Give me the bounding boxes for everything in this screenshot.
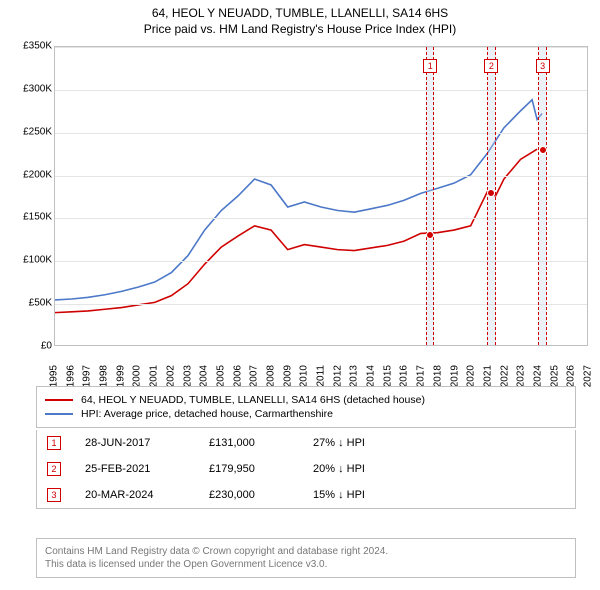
x-tick-label: 1997	[82, 365, 93, 387]
chart: £0£50K£100K£150K£200K£250K£300K£350K 123…	[12, 46, 588, 376]
series-hpi	[55, 100, 542, 300]
x-tick-label: 2000	[132, 365, 143, 387]
legend: 64, HEOL Y NEUADD, TUMBLE, LLANELLI, SA1…	[36, 386, 576, 428]
x-tick-label: 2014	[366, 365, 377, 387]
x-tick-label: 2026	[566, 365, 577, 387]
x-tick-label: 2022	[499, 365, 510, 387]
legend-label-property: 64, HEOL Y NEUADD, TUMBLE, LLANELLI, SA1…	[81, 394, 425, 406]
x-tick-label: 2016	[399, 365, 410, 387]
event-delta: 27% ↓ HPI	[313, 437, 565, 449]
event-marker-icon: 3	[536, 59, 550, 73]
footer: Contains HM Land Registry data © Crown c…	[36, 538, 576, 578]
x-tick-label: 2001	[149, 365, 160, 387]
event-row: 1 28-JUN-2017 £131,000 27% ↓ HPI	[37, 430, 575, 456]
x-tick-label: 2021	[482, 365, 493, 387]
legend-row-property: 64, HEOL Y NEUADD, TUMBLE, LLANELLI, SA1…	[45, 393, 567, 407]
legend-label-hpi: HPI: Average price, detached house, Carm…	[81, 408, 333, 420]
x-tick-label: 2024	[532, 365, 543, 387]
plot-area: 1 2 3	[54, 46, 588, 346]
title-address: 64, HEOL Y NEUADD, TUMBLE, LLANELLI, SA1…	[0, 6, 600, 22]
x-tick-label: 2003	[182, 365, 193, 387]
event-date: 20-MAR-2024	[85, 489, 185, 501]
x-tick-label: 2008	[265, 365, 276, 387]
event-delta: 20% ↓ HPI	[313, 463, 565, 475]
event-marker-iccan: 2	[47, 462, 61, 476]
x-tick-label: 2023	[516, 365, 527, 387]
x-tick-label: 2020	[466, 365, 477, 387]
event-table: 1 28-JUN-2017 £131,000 27% ↓ HPI 2 25-FE…	[36, 430, 576, 509]
sale-point-icon	[426, 231, 434, 239]
x-tick-label: 2010	[299, 365, 310, 387]
y-tick-label: £200K	[12, 169, 52, 180]
event-marker-icon: 1	[47, 436, 61, 450]
event-price: £131,000	[209, 437, 289, 449]
event-marker-icon: 1	[423, 59, 437, 73]
x-tick-label: 1999	[115, 365, 126, 387]
footer-line2: This data is licensed under the Open Gov…	[45, 558, 567, 571]
event-marker-icon: 3	[47, 488, 61, 502]
event-marker-icon: 2	[484, 59, 498, 73]
x-tick-label: 2009	[282, 365, 293, 387]
y-tick-label: £150K	[12, 212, 52, 223]
event-price: £230,000	[209, 489, 289, 501]
x-tick-label: 1996	[65, 365, 76, 387]
title-subtitle: Price paid vs. HM Land Registry's House …	[0, 22, 600, 38]
y-tick-label: £0	[12, 341, 52, 352]
x-tick-label: 2006	[232, 365, 243, 387]
x-tick-label: 2018	[432, 365, 443, 387]
page-root: 64, HEOL Y NEUADD, TUMBLE, LLANELLI, SA1…	[0, 0, 600, 590]
event-row: 3 20-MAR-2024 £230,000 15% ↓ HPI	[37, 482, 575, 508]
x-tick-label: 2005	[215, 365, 226, 387]
x-tick-label: 1998	[99, 365, 110, 387]
sale-point-icon	[487, 189, 495, 197]
x-tick-label: 2017	[416, 365, 427, 387]
title-block: 64, HEOL Y NEUADD, TUMBLE, LLANELLI, SA1…	[0, 0, 600, 37]
legend-row-hpi: HPI: Average price, detached house, Carm…	[45, 407, 567, 421]
x-tick-label: 2015	[382, 365, 393, 387]
y-tick-label: £250K	[12, 126, 52, 137]
y-tick-label: £100K	[12, 255, 52, 266]
event-row: 2 25-FEB-2021 £179,950 20% ↓ HPI	[37, 456, 575, 482]
event-date: 28-JUN-2017	[85, 437, 185, 449]
line-series	[55, 47, 587, 345]
event-band	[538, 47, 546, 345]
x-tick-label: 2013	[349, 365, 360, 387]
event-delta: 15% ↓ HPI	[313, 489, 565, 501]
x-tick-label: 2012	[332, 365, 343, 387]
x-tick-label: 2025	[549, 365, 560, 387]
legend-swatch-hpi	[45, 413, 73, 415]
event-date: 25-FEB-2021	[85, 463, 185, 475]
x-tick-label: 2007	[249, 365, 260, 387]
y-tick-label: £300K	[12, 83, 52, 94]
x-tick-label: 2019	[449, 365, 460, 387]
x-tick-label: 2004	[199, 365, 210, 387]
y-tick-label: £350K	[12, 41, 52, 52]
y-tick-label: £50K	[12, 298, 52, 309]
event-band	[426, 47, 434, 345]
legend-swatch-property	[45, 399, 73, 401]
event-price: £179,950	[209, 463, 289, 475]
sale-point-icon	[539, 146, 547, 154]
x-tick-label: 1995	[49, 365, 60, 387]
x-tick-label: 2002	[165, 365, 176, 387]
x-tick-label: 2011	[316, 365, 327, 387]
x-tick-label: 2027	[583, 365, 594, 387]
series-property	[55, 149, 537, 312]
footer-line1: Contains HM Land Registry data © Crown c…	[45, 545, 567, 558]
